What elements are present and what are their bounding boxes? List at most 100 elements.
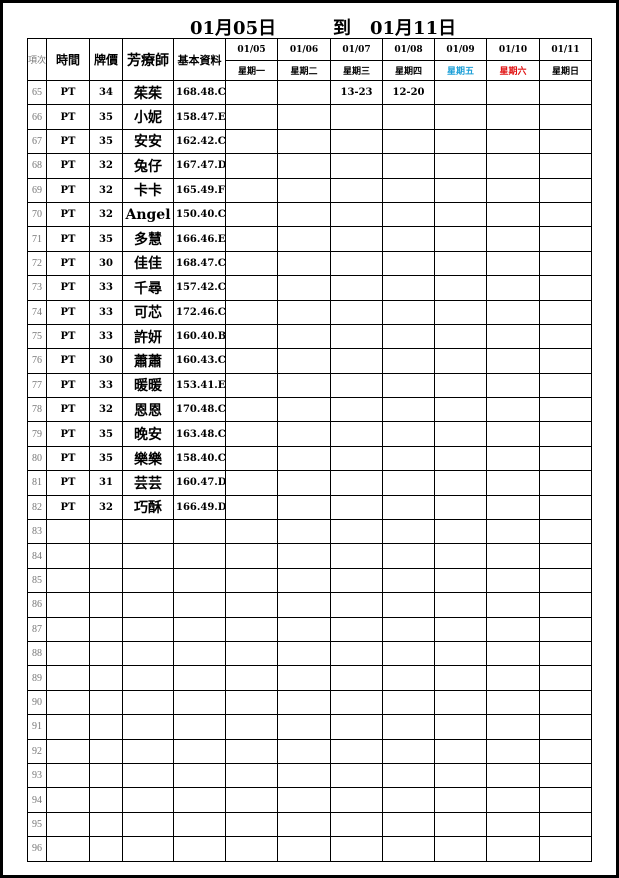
price-cell[interactable]: 32	[89, 201, 123, 228]
schedule-cell[interactable]	[330, 372, 383, 399]
schedule-cell[interactable]	[539, 153, 592, 179]
schedule-cell[interactable]	[434, 494, 487, 521]
schedule-cell[interactable]	[539, 421, 592, 447]
schedule-cell[interactable]	[277, 592, 331, 618]
schedule-cell[interactable]	[330, 836, 383, 862]
schedule-cell[interactable]	[486, 397, 540, 423]
schedule-cell[interactable]	[330, 250, 383, 277]
info-cell[interactable]: 165.49.F	[173, 177, 226, 203]
schedule-cell[interactable]	[225, 567, 278, 594]
schedule-cell[interactable]	[330, 470, 383, 496]
schedule-cell[interactable]	[434, 787, 487, 813]
schedule-cell[interactable]	[277, 275, 331, 301]
time-cell[interactable]	[46, 836, 90, 862]
price-cell[interactable]	[89, 762, 123, 789]
schedule-cell[interactable]	[486, 445, 540, 472]
schedule-cell[interactable]	[277, 762, 331, 789]
schedule-cell[interactable]	[225, 665, 278, 691]
therapist-cell[interactable]: 暖暖	[122, 372, 174, 399]
schedule-cell[interactable]	[486, 787, 540, 813]
schedule-cell[interactable]	[539, 299, 592, 325]
schedule-cell[interactable]	[330, 762, 383, 789]
price-cell[interactable]: 30	[89, 250, 123, 277]
therapist-cell[interactable]: 兔仔	[122, 153, 174, 179]
schedule-cell[interactable]	[486, 201, 540, 228]
schedule-cell[interactable]	[486, 177, 540, 203]
schedule-cell[interactable]	[382, 787, 435, 813]
info-cell[interactable]: 160.40.B	[173, 323, 226, 350]
schedule-cell[interactable]	[434, 79, 487, 106]
time-cell[interactable]	[46, 714, 90, 740]
info-cell[interactable]: 162.42.C	[173, 128, 226, 155]
schedule-cell[interactable]	[330, 592, 383, 618]
info-cell[interactable]: 166.49.D	[173, 494, 226, 521]
schedule-cell[interactable]	[330, 738, 383, 764]
schedule-cell[interactable]	[277, 250, 331, 277]
therapist-cell[interactable]: Angel	[122, 201, 174, 228]
schedule-cell[interactable]	[539, 787, 592, 813]
schedule-cell[interactable]	[539, 226, 592, 252]
therapist-cell[interactable]: 安安	[122, 128, 174, 155]
info-cell[interactable]	[173, 787, 226, 813]
schedule-cell[interactable]	[539, 275, 592, 301]
row-index[interactable]: 92	[27, 738, 47, 764]
time-cell[interactable]	[46, 519, 90, 545]
schedule-cell[interactable]	[225, 640, 278, 667]
schedule-cell[interactable]	[434, 836, 487, 862]
schedule-cell[interactable]	[225, 128, 278, 155]
schedule-cell[interactable]	[277, 494, 331, 521]
schedule-cell[interactable]	[539, 323, 592, 350]
row-index[interactable]: 88	[27, 640, 47, 667]
row-index[interactable]: 74	[27, 299, 47, 325]
schedule-cell[interactable]	[382, 421, 435, 447]
schedule-cell[interactable]	[434, 299, 487, 325]
time-cell[interactable]: PT	[46, 153, 90, 179]
schedule-cell[interactable]	[225, 250, 278, 277]
schedule-cell[interactable]	[382, 348, 435, 374]
schedule-cell[interactable]	[486, 372, 540, 399]
schedule-cell[interactable]	[539, 128, 592, 155]
info-cell[interactable]	[173, 567, 226, 594]
price-cell[interactable]: 32	[89, 153, 123, 179]
row-index[interactable]: 69	[27, 177, 47, 203]
schedule-cell[interactable]	[434, 592, 487, 618]
info-cell[interactable]	[173, 836, 226, 862]
schedule-cell[interactable]	[486, 104, 540, 130]
time-cell[interactable]: PT	[46, 397, 90, 423]
therapist-cell[interactable]: 許妍	[122, 323, 174, 350]
therapist-cell[interactable]	[122, 714, 174, 740]
info-cell[interactable]: 170.48.C	[173, 397, 226, 423]
row-index[interactable]: 76	[27, 348, 47, 374]
schedule-cell[interactable]	[486, 519, 540, 545]
row-index[interactable]: 68	[27, 153, 47, 179]
schedule-cell[interactable]	[382, 445, 435, 472]
price-cell[interactable]	[89, 543, 123, 569]
therapist-cell[interactable]	[122, 543, 174, 569]
schedule-cell[interactable]	[277, 348, 331, 374]
row-index[interactable]: 89	[27, 665, 47, 691]
schedule-cell[interactable]	[486, 128, 540, 155]
info-cell[interactable]: 158.47.E	[173, 104, 226, 130]
schedule-cell[interactable]	[434, 323, 487, 350]
schedule-cell[interactable]: 13-23	[330, 79, 383, 106]
info-cell[interactable]	[173, 543, 226, 569]
therapist-cell[interactable]: 佳佳	[122, 250, 174, 277]
schedule-cell[interactable]	[434, 445, 487, 472]
schedule-cell[interactable]	[486, 567, 540, 594]
schedule-cell[interactable]	[225, 470, 278, 496]
schedule-cell[interactable]: 12-20	[382, 79, 435, 106]
info-cell[interactable]	[173, 592, 226, 618]
row-index[interactable]: 81	[27, 470, 47, 496]
schedule-cell[interactable]	[486, 714, 540, 740]
schedule-cell[interactable]	[382, 519, 435, 545]
schedule-cell[interactable]	[330, 811, 383, 838]
schedule-cell[interactable]	[330, 421, 383, 447]
therapist-cell[interactable]: 樂樂	[122, 445, 174, 472]
schedule-cell[interactable]	[225, 201, 278, 228]
schedule-cell[interactable]	[225, 445, 278, 472]
price-cell[interactable]: 35	[89, 128, 123, 155]
info-cell[interactable]	[173, 714, 226, 740]
price-cell[interactable]: 32	[89, 494, 123, 521]
schedule-cell[interactable]	[434, 665, 487, 691]
time-cell[interactable]	[46, 738, 90, 764]
